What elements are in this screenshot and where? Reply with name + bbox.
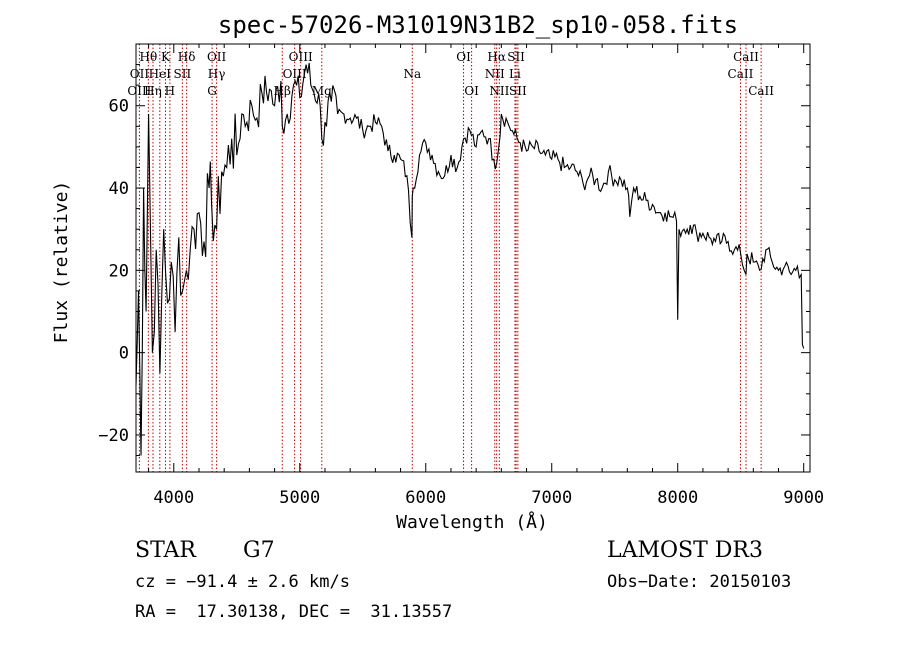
line-label: Hη xyxy=(144,84,162,98)
y-axis-label: Flux (relative) xyxy=(51,181,72,344)
plot-frame xyxy=(135,43,811,473)
spectral-line-markers xyxy=(138,44,762,472)
line-label: OIII xyxy=(289,50,313,64)
x-tick-label: 8000 xyxy=(657,488,698,508)
y-tick-label: 40 xyxy=(109,179,129,199)
spectrum-series xyxy=(135,62,805,456)
observation-date: Obs−Date: 20150103 xyxy=(607,572,792,592)
line-label: Mg xyxy=(312,84,332,98)
line-label: SII xyxy=(507,50,525,64)
line-label: CaII xyxy=(733,50,759,64)
survey-name: LAMOST DR3 xyxy=(607,538,763,563)
line-label: Hα xyxy=(487,50,506,64)
x-tick-label: 9000 xyxy=(783,488,824,508)
line-label: OIII xyxy=(127,84,151,98)
x-tick-label: 6000 xyxy=(405,488,446,508)
line-label: NII xyxy=(489,84,509,98)
chart-title: spec-57026-M31019N31B2_sp10-058.fits xyxy=(218,11,738,39)
x-tick-label: 4000 xyxy=(153,488,194,508)
spectral-subclass: G7 xyxy=(243,538,275,563)
line-label: OII xyxy=(130,67,150,81)
line-label: NII xyxy=(485,67,505,81)
line-label: G xyxy=(207,84,217,98)
coordinates: RA = 17.30138, DEC = 31.13557 xyxy=(135,602,453,622)
line-label: K xyxy=(161,50,171,64)
line-label: CaII xyxy=(748,84,774,98)
line-label: SII xyxy=(174,67,192,81)
y-tick-label: −20 xyxy=(98,426,129,446)
line-label: Hβ xyxy=(274,84,291,98)
y-tick-label: 60 xyxy=(109,97,129,117)
y-axis-ticks: −20 0 20 40 60 xyxy=(98,64,810,457)
line-label: Na xyxy=(403,67,421,81)
line-label: Hθ xyxy=(139,50,157,64)
x-axis-ticks: 4000 5000 6000 7000 8000 9000 xyxy=(148,44,824,508)
line-label: OI xyxy=(464,84,479,98)
object-class: STAR xyxy=(135,538,196,563)
line-label: CaII xyxy=(728,67,754,81)
line-label: H xyxy=(165,84,175,98)
line-label: OI xyxy=(456,50,471,64)
line-label: Hδ xyxy=(178,50,196,64)
x-tick-label: 7000 xyxy=(531,488,572,508)
line-label: OII xyxy=(207,50,227,64)
line-label: SII xyxy=(509,84,527,98)
x-axis-label: Wavelength (Å) xyxy=(396,511,548,533)
redshift-cz: cz = −91.4 ± 2.6 km/s xyxy=(135,572,350,592)
line-label: Li xyxy=(509,67,521,81)
spectrum-line xyxy=(135,62,805,456)
y-tick-label: 20 xyxy=(109,261,129,281)
line-label: Hγ xyxy=(208,67,226,81)
y-tick-label: 0 xyxy=(119,344,129,364)
line-label: OIII xyxy=(283,67,307,81)
x-tick-label: 5000 xyxy=(279,488,320,508)
line-label: HeI xyxy=(149,67,172,81)
